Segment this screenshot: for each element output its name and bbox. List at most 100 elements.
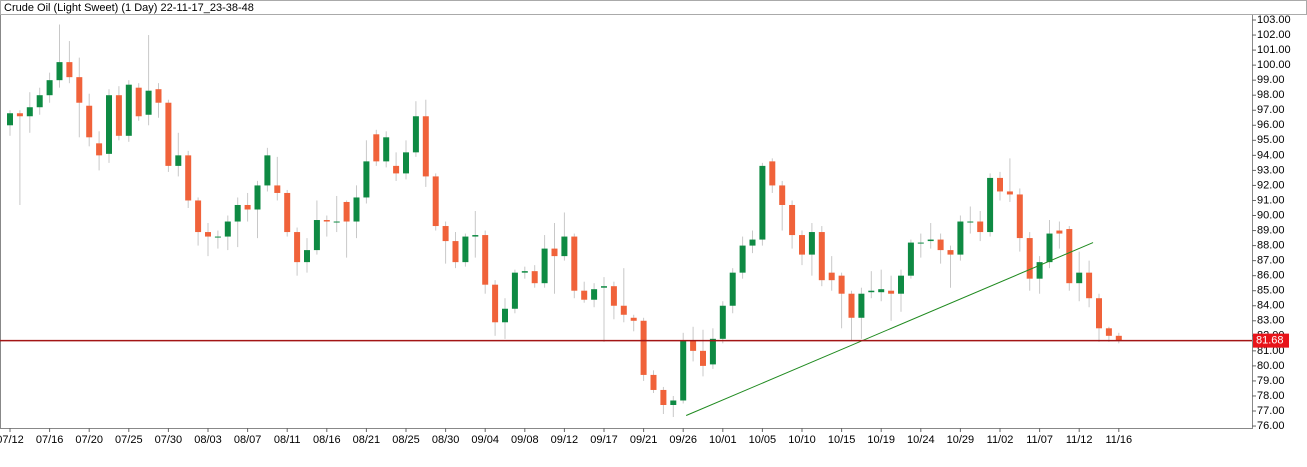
candle-body (957, 221, 964, 255)
candle-body (313, 220, 320, 251)
candle-body (917, 242, 924, 244)
candle-body (115, 95, 122, 136)
y-tick-label: 76.00 (1257, 420, 1285, 432)
candle-body (165, 102, 172, 166)
candle-body (620, 305, 627, 315)
x-tick-label: 09/21 (630, 434, 658, 446)
candle-body (46, 80, 53, 96)
price-label-box (1253, 333, 1289, 348)
x-tick-label: 11/02 (987, 434, 1014, 446)
candle-body (601, 286, 607, 288)
candle-body (343, 201, 350, 222)
candle-body (66, 62, 73, 78)
candle-body (581, 290, 588, 300)
y-tick-label: 101.00 (1257, 44, 1291, 56)
candle-body (106, 95, 112, 154)
candle-body (36, 95, 43, 108)
y-tick-label: 95.00 (1257, 134, 1285, 146)
candle-body (363, 161, 370, 198)
candle-body (878, 289, 885, 293)
candle-body (353, 197, 360, 222)
candle-body (1115, 335, 1122, 341)
x-tick-label: 08/03 (194, 434, 222, 446)
candle-body (799, 235, 805, 255)
chart-title: Crude Oil (Light Sweet) (1 Day) 22-11-17… (4, 2, 254, 14)
candle-body (175, 155, 182, 166)
y-tick-label: 103.00 (1257, 14, 1291, 26)
candle-body (937, 239, 944, 251)
x-tick-label: 08/16 (313, 434, 341, 446)
y-tick-label: 78.00 (1257, 390, 1285, 402)
candle-body (650, 374, 657, 390)
candle-body (898, 275, 904, 294)
candle-body (630, 317, 637, 321)
candle-body (700, 350, 706, 366)
candle-body (7, 113, 13, 126)
candle-body (145, 90, 152, 115)
candle-body (789, 204, 796, 236)
x-tick-label: 11/12 (1066, 434, 1093, 446)
candle-body (927, 239, 934, 242)
candle-body (205, 232, 211, 237)
candle-body (977, 221, 984, 233)
candle-body (571, 236, 578, 291)
candle-body (531, 271, 538, 284)
candle-body (828, 272, 835, 281)
candle-body (1096, 298, 1102, 329)
candle-body (462, 236, 469, 263)
y-tick-label: 92.00 (1257, 179, 1285, 191)
x-tick-label: 07/30 (155, 434, 183, 446)
candle-body (848, 293, 855, 318)
y-tick-label: 84.00 (1257, 300, 1285, 312)
candle-body (868, 290, 875, 293)
candle-body (779, 185, 786, 205)
x-tick-label: 09/04 (471, 434, 499, 446)
y-tick-label: 97.00 (1257, 104, 1285, 116)
candle-body (818, 232, 825, 281)
candle-body (551, 248, 558, 257)
candle-body (294, 232, 301, 263)
candle-body (709, 338, 716, 365)
y-tick-label: 89.00 (1257, 224, 1285, 236)
candle-body (96, 143, 103, 156)
y-tick-label: 100.00 (1257, 59, 1291, 71)
y-tick-label: 83.00 (1257, 315, 1285, 327)
x-tick-label: 08/21 (353, 434, 381, 446)
candle-body (511, 272, 518, 309)
candle-body (541, 248, 548, 284)
candle-body (502, 308, 508, 323)
x-tick-label: 10/24 (907, 434, 935, 446)
candle-body (987, 177, 994, 233)
y-tick-label: 102.00 (1257, 29, 1291, 41)
candle-body (947, 250, 954, 255)
x-tick-label: 09/17 (590, 434, 618, 446)
x-tick-label: 07/12 (0, 434, 24, 446)
x-tick-label: 08/30 (432, 434, 460, 446)
candle-body (521, 271, 528, 273)
candle-body (739, 245, 746, 273)
candle-body (304, 250, 310, 263)
candle-body (838, 275, 845, 294)
candle-body (383, 137, 390, 162)
candle-body (1016, 194, 1023, 239)
candle-body (224, 221, 231, 237)
x-tick-label: 10/29 (947, 434, 975, 446)
x-tick-label: 10/15 (828, 434, 856, 446)
y-tick-label: 85.00 (1257, 285, 1285, 297)
y-tick-label: 87.00 (1257, 255, 1285, 267)
candle-body (373, 134, 380, 162)
candle-body (482, 235, 489, 285)
candle-body (195, 200, 202, 233)
candle-body (155, 89, 162, 103)
x-tick-label: 08/07 (234, 434, 262, 446)
candle-body (135, 87, 142, 117)
x-tick-label: 10/05 (749, 434, 777, 446)
candle-body (86, 105, 93, 138)
candle-body (670, 400, 677, 405)
candle-body (591, 289, 598, 300)
y-tick-label: 91.00 (1257, 194, 1285, 206)
candle-body (323, 220, 330, 222)
y-tick-label: 99.00 (1257, 74, 1285, 86)
x-tick-label: 10/19 (867, 434, 895, 446)
